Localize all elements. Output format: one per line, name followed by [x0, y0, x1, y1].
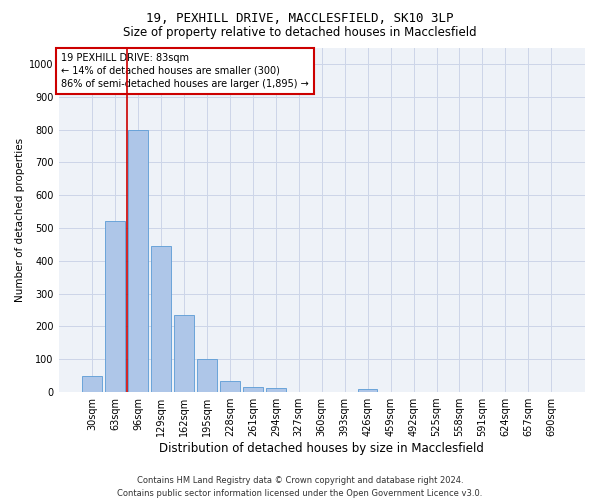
Bar — [266, 388, 286, 392]
Bar — [128, 130, 148, 392]
Bar — [358, 389, 377, 392]
Text: 19, PEXHILL DRIVE, MACCLESFIELD, SK10 3LP: 19, PEXHILL DRIVE, MACCLESFIELD, SK10 3L… — [146, 12, 454, 26]
Bar — [82, 376, 102, 392]
Bar — [151, 246, 171, 392]
Text: Contains HM Land Registry data © Crown copyright and database right 2024.
Contai: Contains HM Land Registry data © Crown c… — [118, 476, 482, 498]
Bar — [197, 360, 217, 392]
Bar — [243, 387, 263, 392]
Text: 19 PEXHILL DRIVE: 83sqm
← 14% of detached houses are smaller (300)
86% of semi-d: 19 PEXHILL DRIVE: 83sqm ← 14% of detache… — [61, 52, 309, 89]
Bar — [220, 380, 239, 392]
Bar — [174, 315, 194, 392]
Y-axis label: Number of detached properties: Number of detached properties — [15, 138, 25, 302]
Text: Size of property relative to detached houses in Macclesfield: Size of property relative to detached ho… — [123, 26, 477, 39]
Bar — [106, 222, 125, 392]
X-axis label: Distribution of detached houses by size in Macclesfield: Distribution of detached houses by size … — [160, 442, 484, 455]
